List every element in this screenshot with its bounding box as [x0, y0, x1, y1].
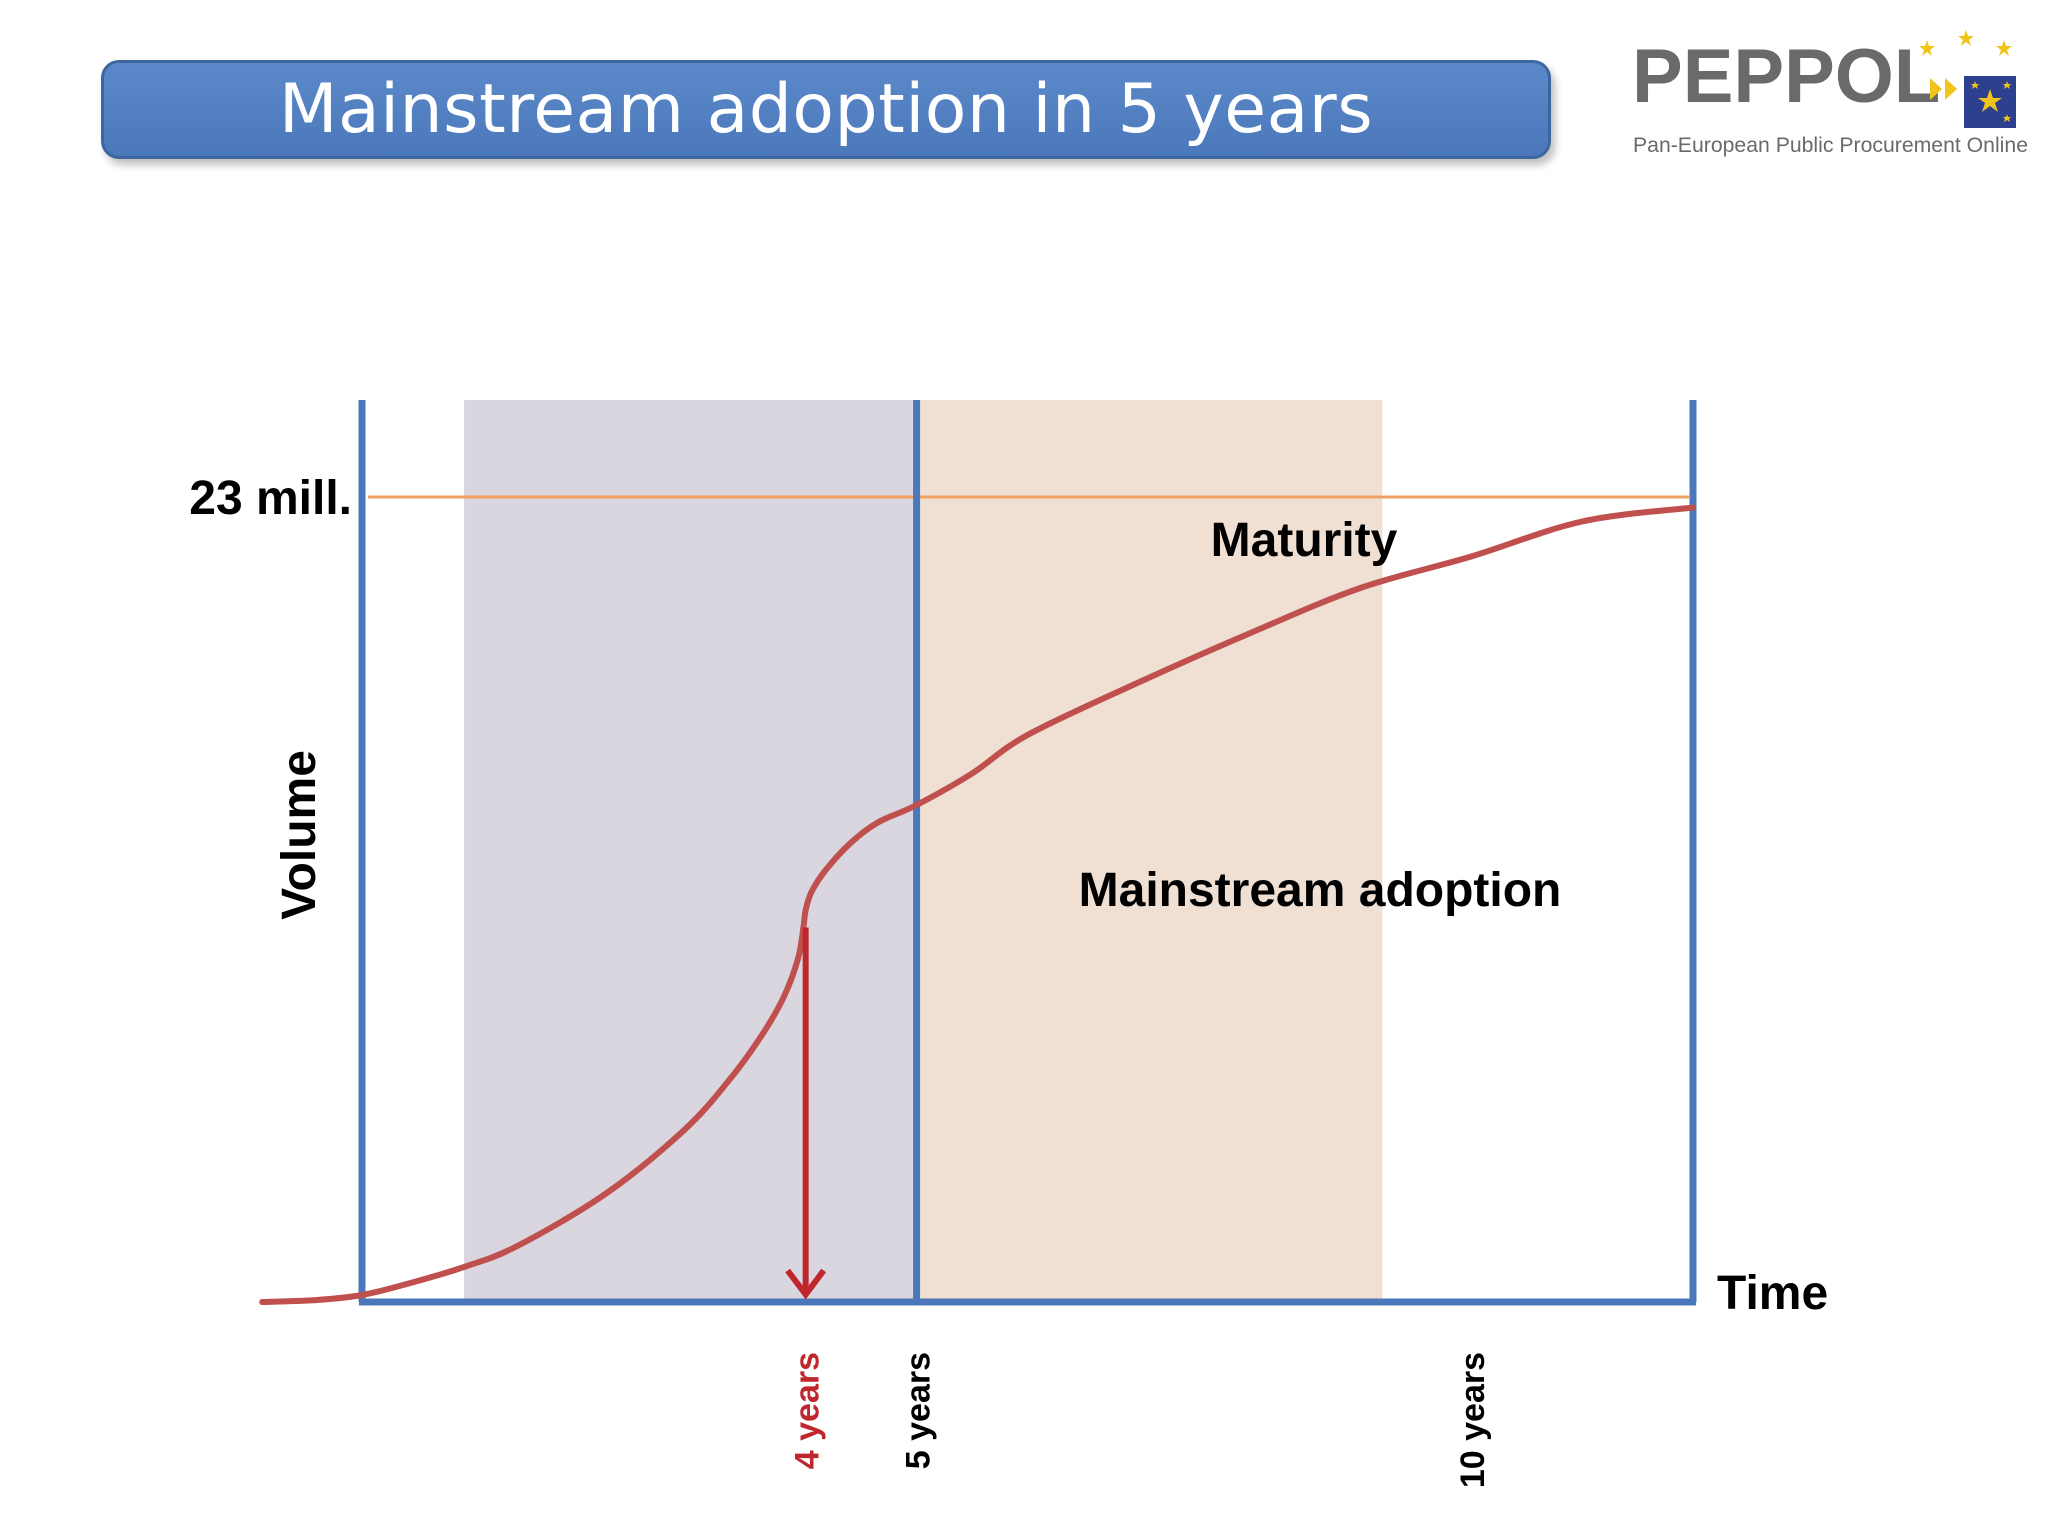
logo-tagline: Pan-European Public Procurement Online [1633, 134, 2028, 157]
maturity-label: Maturity [1211, 514, 1398, 567]
x-tick-label-3: 10 years [1454, 1352, 1492, 1488]
y-tick-label-1: 23 mill. [189, 472, 352, 525]
adoption-curve-1 [259, 504, 1696, 1305]
logo-emblem-icon [1930, 76, 2016, 128]
logo-stars-icon [1919, 30, 2012, 56]
region-band-2 [916, 400, 1383, 1302]
chart-labels: 23 mill. 4 years 5 years 10 years Time Volume… [189, 472, 1828, 1488]
reference-lines [368, 400, 1690, 1302]
mainstream-adoption-label: Mainstream adoption [1079, 864, 1562, 917]
x-tick-label-1: 4 years [789, 1352, 827, 1469]
peppol-logo: PEPPOL Pan-European Public Procurement O… [1632, 30, 2028, 157]
region-band-1 [464, 400, 917, 1302]
series-layer [259, 504, 1696, 1305]
page-title: Mainstream adoption in 5 years [278, 70, 1374, 149]
arrow-head [785, 1268, 827, 1300]
x-axis-title: Time [1717, 1267, 1828, 1320]
chart-axes [358, 400, 1697, 1306]
title-banner: Mainstream adoption in 5 years [101, 60, 1551, 159]
logo-wordmark: PEPPOL [1632, 34, 1940, 119]
y-axis-title: Volume [273, 750, 326, 920]
x-tick-label-2: 5 years [900, 1352, 938, 1469]
